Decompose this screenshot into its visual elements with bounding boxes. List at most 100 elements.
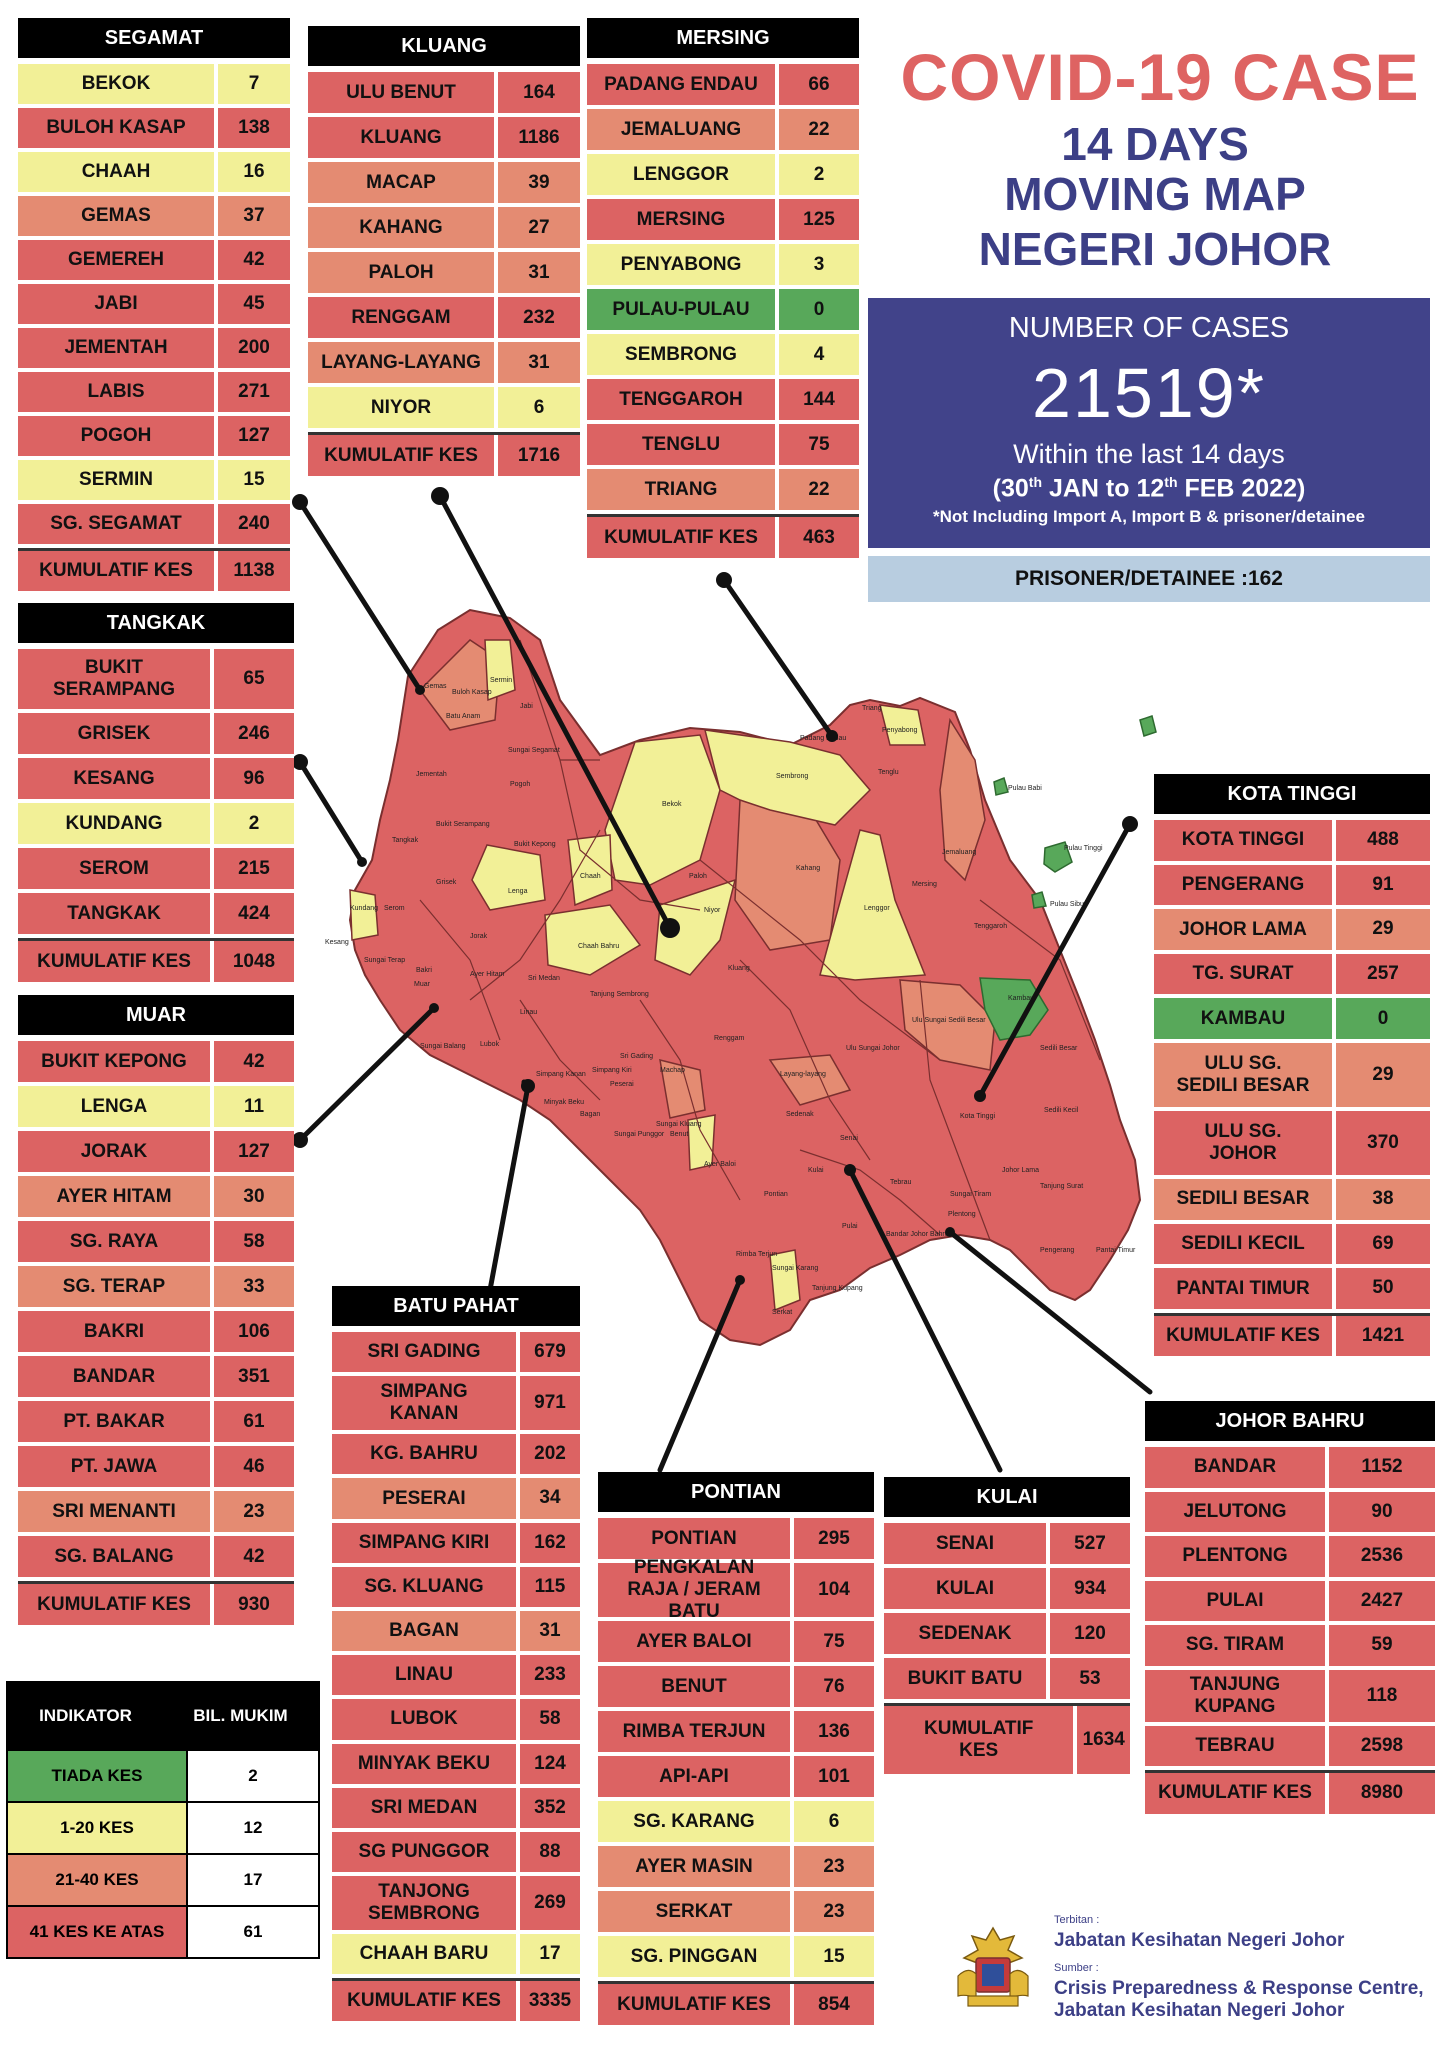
mukim-row: PT. JAWA 46 [18, 1446, 294, 1491]
map-label: Tenggaroh [974, 923, 1007, 930]
map-label: Tanjung Surat [1040, 1183, 1083, 1190]
mukim-cases: 96 [210, 758, 294, 799]
mukim-row: ULU SG. JOHOR 370 [1154, 1110, 1430, 1179]
cumulative-row: KUMULATIF KES 8980 [1145, 1770, 1435, 1818]
mukim-cases: 118 [1325, 1669, 1435, 1722]
dates-start-suffix: th [1028, 474, 1043, 490]
mukim-name: SG. RAYA [18, 1221, 210, 1262]
mukim-row: TEBRAU 2598 [1145, 1725, 1435, 1770]
region-yellow-sembrong [704, 729, 872, 826]
mukim-row: SEDILI KECIL 69 [1154, 1223, 1430, 1269]
map-label: Bukit Serampang [436, 821, 490, 828]
map-label: Machap [660, 1067, 685, 1074]
legend-header-indicator: INDIKATOR [39, 1706, 132, 1725]
mukim-cases: 59 [1325, 1625, 1435, 1666]
dates-middle: JAN to 12 [1048, 474, 1165, 503]
mukim-row: SEMBRONG 4 [587, 334, 859, 379]
mukim-name: KESANG [18, 758, 210, 799]
mukim-row: MACAP 39 [308, 162, 580, 207]
mukim-cases: 233 [516, 1655, 580, 1696]
district-table-johorbahru: JOHOR BAHRU BANDAR 1152 JELUTONG 90 PLENTONG 2… [1145, 1401, 1435, 1818]
mukim-cases: 0 [1332, 998, 1430, 1039]
district-table-kulai: KULAI SENAI 527 KULAI 934 SEDENAK 120 BUKIT BAT… [884, 1477, 1130, 1778]
map-label: Pengerang [1040, 1247, 1074, 1254]
region-green-kambau [979, 977, 1049, 1041]
map-label: Lenggor [864, 905, 890, 912]
mukim-row: CHAAH BARU 17 [332, 1934, 580, 1979]
mukim-row: BAGAN 31 [332, 1610, 580, 1656]
legend-count: 17 [186, 1855, 318, 1905]
mukim-row: SRI GADING 679 [332, 1332, 580, 1377]
mukim-cases: 971 [516, 1376, 580, 1431]
mukim-row: PENGKALAN RAJA / JERAM BATU 104 [598, 1557, 874, 1622]
mukim-name: GRISEK [18, 713, 210, 754]
mukim-row: TANGKAK 424 [18, 893, 294, 938]
region-salmon-6 [768, 1054, 852, 1106]
mukim-cases: 42 [210, 1041, 294, 1082]
island-sibu [1031, 891, 1047, 909]
mukim-cases: 27 [494, 207, 580, 248]
mukim-row: KAHANG 27 [308, 207, 580, 252]
footer: Terbitan : Jabatan Kesihatan Negeri Joho… [940, 1912, 1445, 2022]
map-label: Kambau [1008, 995, 1034, 1002]
mukim-cases: 58 [516, 1699, 580, 1740]
district-title: PONTIAN [598, 1472, 874, 1512]
district-boundaries [419, 639, 1101, 1241]
map-label: Renggam [714, 1035, 745, 1042]
mukim-row: PANTAI TIMUR 50 [1154, 1268, 1430, 1313]
map-label: Jementah [416, 771, 447, 778]
mukim-row: SG. TIRAM 59 [1145, 1625, 1435, 1670]
mukim-cases: 679 [516, 1332, 580, 1373]
mukim-row: SEROM 215 [18, 848, 294, 893]
map-label: Simpang Kanan [536, 1071, 586, 1078]
mukim-cases: 4 [775, 334, 859, 375]
mukim-cases: 351 [210, 1356, 294, 1397]
district-table-mersing: MERSING PADANG ENDAU 66 JEMALUANG 22 LENGGOR 2… [587, 18, 859, 562]
map-label: Triang [862, 705, 882, 712]
district-title: KOTA TINGGI [1154, 774, 1430, 814]
mukim-name: LINAU [332, 1655, 516, 1696]
map-label: Penyabong [882, 727, 918, 734]
map-label: Tanjung Kupang [812, 1285, 863, 1292]
region-yellow-penyabong [879, 704, 926, 746]
mukim-cases: 50 [1332, 1268, 1430, 1309]
mukim-row: LENGGOR 2 [587, 154, 859, 199]
mukim-name: PONTIAN [598, 1518, 790, 1559]
map-label: Peserai [610, 1081, 634, 1088]
mukim-name: SG. BALANG [18, 1536, 210, 1577]
legend-indicator: 21-40 KES [8, 1855, 186, 1905]
legend-row: 21-40 KES 17 [8, 1853, 318, 1905]
map-label: Muar [414, 981, 431, 988]
mukim-cases: 46 [210, 1446, 294, 1487]
legend-count: 12 [186, 1803, 318, 1853]
map-label: Sedenak [786, 1111, 814, 1118]
map-label: Jorak [470, 933, 488, 940]
mukim-name: TENGGAROH [587, 379, 775, 420]
mukim-cases: 42 [214, 240, 290, 280]
mukim-cases: 232 [494, 297, 580, 338]
district-title: KULAI [884, 1477, 1130, 1517]
mukim-row: TANJONG SEMBRONG 269 [332, 1876, 580, 1935]
mukim-row: NIYOR 6 [308, 387, 580, 432]
region-yellow-karang [769, 1249, 801, 1312]
mukim-row: TANJUNG KUPANG 118 [1145, 1669, 1435, 1726]
cumulative-row: KUMULATIF KES 854 [598, 1981, 874, 2029]
map-label: Kahang [796, 865, 820, 872]
mukim-name: TRIANG [587, 469, 775, 510]
cumulative-row: KUMULATIF KES 463 [587, 514, 859, 562]
map-labels: Gemas Sermin Buloh Kasap Jabi Batu Anam … [325, 677, 1136, 1316]
map-label: Ulu Sungai Johor [846, 1045, 900, 1052]
map-label: Batu Anam [446, 713, 480, 720]
mukim-cases: 90 [1325, 1491, 1435, 1532]
mukim-cases: 125 [775, 199, 859, 240]
mukim-name: PENGERANG [1154, 864, 1332, 906]
map-label: Niyor [704, 907, 721, 914]
mukim-row: TG. SURAT 257 [1154, 953, 1430, 999]
mukim-cases: 69 [1332, 1223, 1430, 1265]
mukim-name: LABIS [18, 372, 214, 412]
map-label: Minyak Beku [544, 1099, 584, 1106]
mukim-name: SG. KARANG [598, 1801, 790, 1842]
mukim-cases: 120 [1046, 1613, 1130, 1654]
mukim-cases: 271 [214, 372, 290, 412]
mukim-row: TENGLU 75 [587, 424, 859, 469]
